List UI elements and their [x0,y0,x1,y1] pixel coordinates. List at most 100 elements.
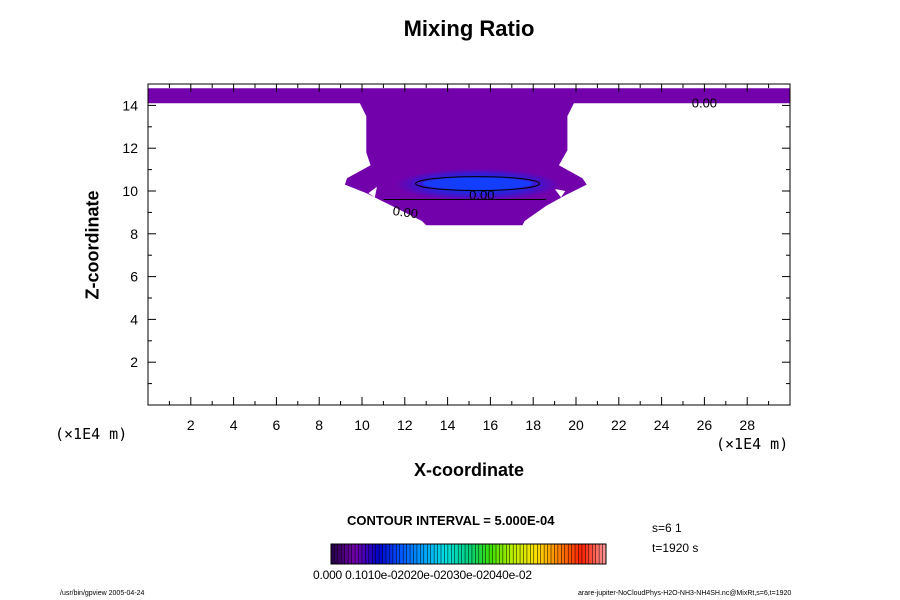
x-tick-label: 14 [440,417,456,433]
colorbar-segment [416,544,421,564]
x-tick-label: 4 [230,417,238,433]
colorbar-segment [502,544,507,564]
colorbar-segment [365,544,370,564]
right-notch [554,188,566,198]
colorbar-segment [499,544,504,564]
colorbar-segment [544,544,548,564]
contour-label: 0.00 [392,203,419,221]
colorbar-segment [344,544,349,564]
colorbar-segment [496,544,500,564]
colorbar-segment [403,544,407,564]
colorbar-segment [413,544,418,564]
colorbar-segment [595,544,600,564]
colorbar-segment [509,544,514,564]
contour-line-core [415,176,541,192]
colorbar-segment [355,544,359,564]
colorbar-segment [475,544,480,564]
y-tick-label: 6 [130,269,138,285]
y-tick-label: 2 [130,354,138,370]
colorbar-segment [602,544,607,564]
colorbar-segment [581,544,586,564]
colorbar-segment [361,544,366,564]
colorbar-segment [392,544,397,564]
colorbar-segment [372,544,376,564]
colorbar-segment [358,544,363,564]
colorbar-segment [341,544,346,564]
x-tick-label: 18 [525,417,541,433]
footer-right-text: arare-jupiter-NoCloudPhys-H2O-NH3-NH4SH.… [578,590,792,597]
colorbar-segment [396,544,401,564]
contour-labels: 0.00 0.00 0.00 [392,96,717,222]
x-tick-label: 22 [611,417,627,433]
x-tick-label: 2 [187,417,195,433]
colorbar-segment [379,544,383,564]
chart-title: Mixing Ratio [403,16,535,41]
y-tick-label: 14 [122,97,138,113]
colorbar-segment [434,544,438,564]
colorbar-segment [382,544,387,564]
colorbar-segment [451,544,456,564]
colorbar-segment [547,544,552,564]
colorbar-segment [444,544,449,564]
colorbar-segment [599,544,603,564]
x-tick-label: 26 [697,417,713,433]
contour-lines [383,176,547,201]
colorbar-segment [520,544,524,564]
colorbar-segment [420,544,425,564]
colorbar-segment [427,544,431,564]
time-value-text: t=1920 s [652,541,699,555]
colorbar-segment [492,544,497,564]
y-tick-label: 10 [122,183,138,199]
colorbar-frame [330,543,607,565]
x-tick-label: 12 [397,417,413,433]
y-tick-label: 4 [130,311,138,327]
colorbar-segment [588,544,593,564]
x-tick-label: 28 [739,417,755,433]
mixing-ratio-fill [148,88,790,226]
axis-ticks [148,84,790,405]
colorbar-segment [454,544,459,564]
colorbar-segment [458,544,462,564]
colorbar-segment [461,544,466,564]
colorbar-segment [430,544,435,564]
filled-contour-region [148,88,790,226]
colorbar [330,543,607,565]
colorbar-segment [386,544,390,564]
colorbar-segment [557,544,562,564]
colorbar-segment [410,544,414,564]
colorbar-segment [447,544,452,564]
colorbar-segment [485,544,490,564]
colorbar-segment [441,544,445,564]
y-axis-unit: (×1E4 m) [55,425,128,443]
colorbar-segment [592,544,596,564]
colorbar-segment [331,544,335,564]
s-value-text: s=6 1 [652,521,682,535]
colorbar-segment [564,544,569,564]
colorbar-segment [437,544,442,564]
colorbar-segment [575,544,579,564]
x-tick-label: 16 [483,417,499,433]
contour-label: 0.00 [692,96,717,111]
colorbar-segment [578,544,583,564]
footer-left-text: /usr/bin/gpview 2005-04-24 [60,590,145,597]
colorbar-segment [375,544,380,564]
colorbar-segment [513,544,517,564]
colorbar-tick-labels: 0.000 0.1010e-02020e-02030e-02040e-02 [313,568,532,582]
colorbar-segment [523,544,528,564]
colorbar-segment [351,544,356,564]
colorbar-segment [551,544,555,564]
colorbar-segment [348,544,352,564]
colorbar-segment [571,544,576,564]
colorbar-segment [337,544,342,564]
colorbar-segment [516,544,521,564]
colorbar-segment [530,544,535,564]
colorbar-segment [506,544,511,564]
colorbar-segment [389,544,394,564]
colorbar-segment [489,544,493,564]
colorbar-segment [482,544,486,564]
colorbar-segment [526,544,531,564]
x-tick-label: 8 [315,417,323,433]
colorbar-segment [478,544,483,564]
